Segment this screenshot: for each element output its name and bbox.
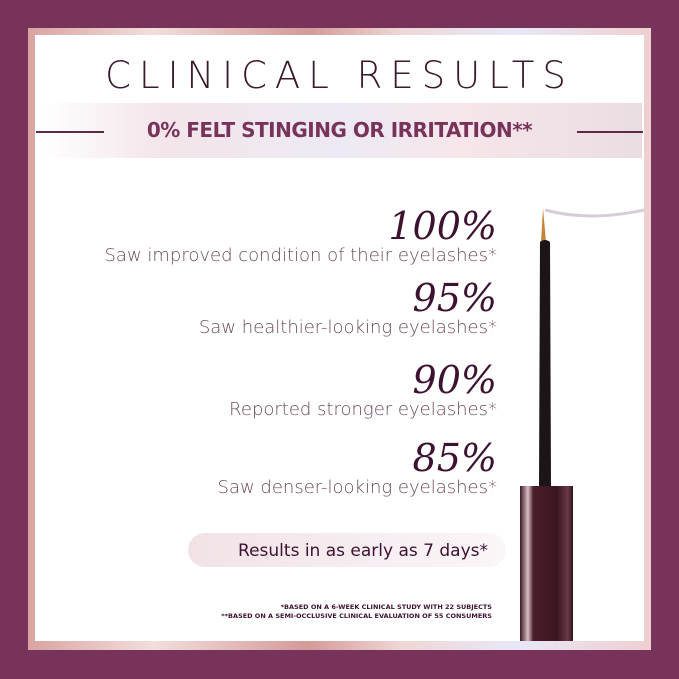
wand-stem [539,240,551,486]
divider-left [36,131,104,133]
stat-value: 90% [412,358,497,402]
results-pill [188,533,506,567]
stat-item: 90% Reported stronger eyelashes* [229,360,497,420]
footnotes: *BASED ON A 6-WEEK CLINICAL STUDY WITH 2… [221,603,492,621]
stat-item: 100% Saw improved condition of their eye… [104,206,497,266]
stat-label: Saw denser-looking eyelashes* [217,477,497,498]
stat-item: 85% Saw denser-looking eyelashes* [218,438,497,498]
wand-cap [520,486,573,641]
stat-value: 100% [388,204,497,248]
stat-value: 85% [412,436,497,480]
stat-item: 95% Saw healthier-looking eyelashes* [199,278,497,338]
results-note: Results in as early as 7 days* [238,541,488,561]
swoosh [544,208,645,218]
stat-label: Saw healthier-looking eyelashes* [198,317,497,338]
stat-label: Reported stronger eyelashes* [229,399,497,420]
footnote: **BASED ON A SEMI-OCCLUSIVE CLINICAL EVA… [221,612,492,620]
headline-band [42,103,642,158]
footnote: *BASED ON A 6-WEEK CLINICAL STUDY WITH 2… [280,603,492,611]
brush-tip [541,208,546,242]
page-title: CLINICAL RESULTS [105,54,574,97]
stat-value: 95% [412,276,497,320]
stat-label: Saw improved condition of their eyelashe… [104,245,497,266]
divider-right [577,131,643,133]
headline: 0% FELT STINGING OR IRRITATION** [146,118,533,142]
